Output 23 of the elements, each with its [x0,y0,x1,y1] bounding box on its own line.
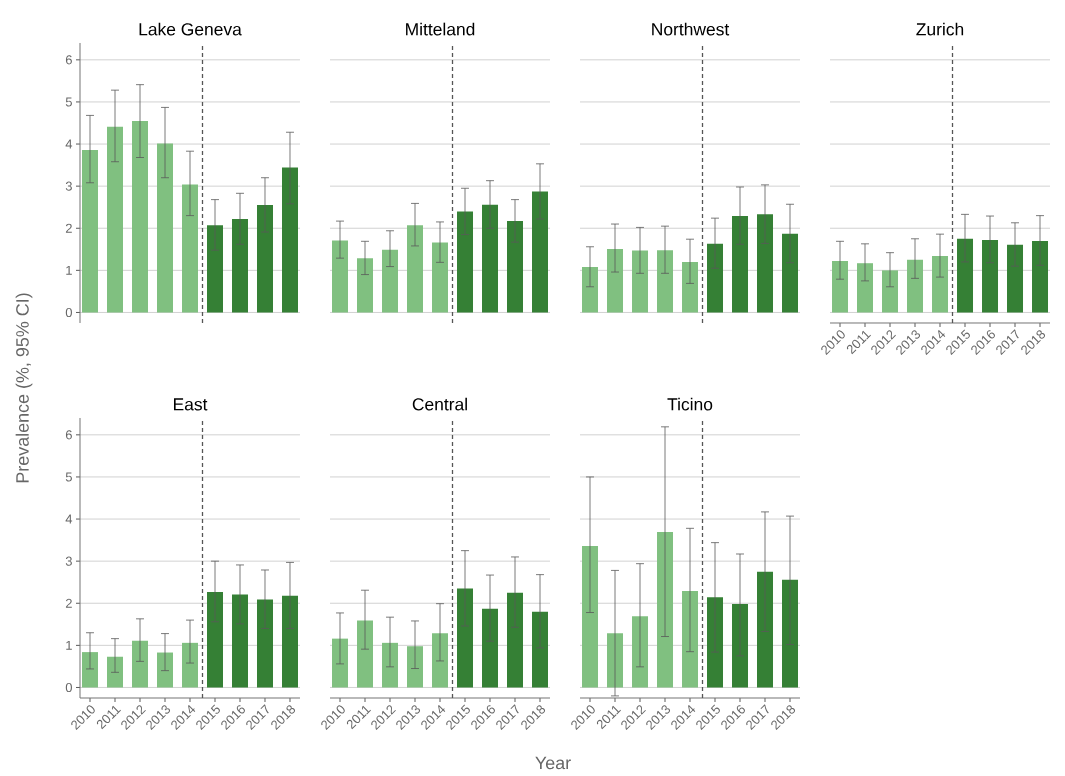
chart-title: Northwest [652,22,730,36]
y-tick-label: 3 [65,556,72,566]
y-tick-label: 0 [65,682,72,693]
y-tick-label: 3 [65,181,72,191]
chart-title: Lake Geneva [139,22,242,36]
y-tick-label: 2 [65,223,72,233]
y-tick-label: 6 [65,55,72,65]
chart-title: Zurich [916,22,964,36]
y-tick-label: 5 [65,97,72,107]
y-tick-label: 2 [65,598,72,608]
chart-title: Ticino [667,397,713,411]
y-tick-label: 6 [65,430,72,440]
chart-title: East [173,398,208,411]
y-tick-label: 1 [66,265,72,275]
chart-title: Central [412,397,467,411]
y-tick-label: 4 [65,514,73,524]
y-tick-label: 0 [65,307,72,318]
y-tick-label: 5 [65,472,72,482]
x-axis-title: Year [535,756,571,770]
y-tick-label: 4 [65,139,73,149]
y-tick-label: 1 [66,640,72,650]
y-axis-title: Prevalence (%, 95% CI) [15,293,33,483]
chart-title: Mitteland [406,22,475,36]
